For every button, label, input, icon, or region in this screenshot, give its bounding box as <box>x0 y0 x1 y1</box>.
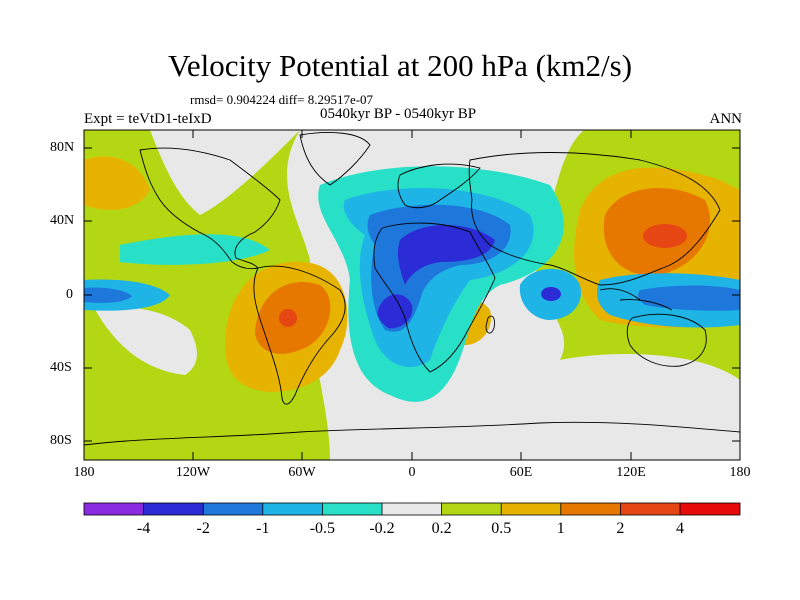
negative-max-africa <box>397 225 495 285</box>
colorbar-box-10 <box>620 503 680 515</box>
lon-label-60w: 60W <box>288 465 316 480</box>
negative-zone-east-pacific-core <box>84 287 132 303</box>
coastline-maritime-continent <box>599 288 673 311</box>
colorbar-box-5 <box>322 503 382 515</box>
coastline-australia <box>626 313 707 367</box>
lat-label-40s: 40S <box>50 360 72 375</box>
coastline-madagascar <box>485 315 495 334</box>
colorbar-box-1 <box>84 503 144 515</box>
period-label: 0540kyr BP - 0540kyr BP <box>320 106 477 122</box>
neutral-zone-northwest <box>150 130 300 215</box>
lon-label-120w: 120W <box>175 465 211 480</box>
colorbar-box-11 <box>680 503 740 515</box>
lon-label-0: 0 <box>408 465 416 480</box>
colorbar-box-8 <box>501 503 561 515</box>
colorbar-box-6 <box>382 503 442 515</box>
coastlines <box>84 132 740 446</box>
positive-max-south-america <box>279 309 297 327</box>
experiment-label: Expt = teVtD1-teIxD <box>84 111 212 127</box>
coastline-africa <box>373 222 496 373</box>
lat-label-80n: 80N <box>50 140 75 155</box>
colorbar <box>83 502 741 516</box>
lon-label-180w: 180 <box>73 465 95 480</box>
colorbar-label-1: -4 <box>136 520 151 537</box>
negative-max-africa-west <box>377 294 413 329</box>
coastline-north-america <box>139 147 281 270</box>
positive-zone-north-atlantic-west <box>84 156 150 210</box>
coastline-antarctica <box>84 421 740 446</box>
lon-label-120e: 120E <box>616 465 646 480</box>
colorbar-label-10: 4 <box>676 520 684 537</box>
neutral-zone-pacific-east <box>90 300 197 375</box>
coastline-south-america <box>253 265 346 405</box>
colorbar-box-7 <box>441 503 502 515</box>
coastline-asia <box>468 152 721 286</box>
lat-label-80s: 80S <box>50 433 72 448</box>
contour-field <box>84 130 740 460</box>
season-label: ANN <box>709 111 743 127</box>
lat-label-0: 0 <box>66 287 73 302</box>
map-title: Velocity Potential at 200 hPa (km2/s) <box>167 48 633 83</box>
axis-ticks <box>84 130 740 460</box>
rmsd-diff-stats: rmsd= 0.904224 diff= 8.29517e-07 <box>190 92 374 107</box>
negative-max-indian-ocean <box>541 287 561 301</box>
colorbar-label-2: -2 <box>196 520 210 537</box>
colorbar-box-3 <box>203 503 263 515</box>
colorbar-label-4: -0.5 <box>309 520 336 537</box>
colorbar-box-4 <box>262 503 323 515</box>
colorbar-label-3: -1 <box>256 520 270 537</box>
colorbar-label-5: -0.2 <box>369 520 395 537</box>
lon-label-60e: 60E <box>509 465 533 480</box>
coastline-greenland <box>299 132 371 186</box>
colorbar-box-9 <box>560 503 621 515</box>
colorbar-label-7: 0.5 <box>491 520 512 537</box>
colorbar-label-6: 0.2 <box>431 520 452 537</box>
coastline-europe <box>397 163 481 209</box>
colorbar-label-8: 1 <box>556 520 565 537</box>
colorbar-box-2 <box>143 503 204 515</box>
positive-max-east-asia <box>643 224 687 248</box>
lat-label-40n: 40N <box>50 213 75 228</box>
lon-label-180e: 180 <box>729 465 751 480</box>
negative-zone-west-pacific-core <box>637 285 740 311</box>
colorbar-label-9: 2 <box>616 520 625 537</box>
negative-zone-north-atlantic <box>120 234 270 265</box>
